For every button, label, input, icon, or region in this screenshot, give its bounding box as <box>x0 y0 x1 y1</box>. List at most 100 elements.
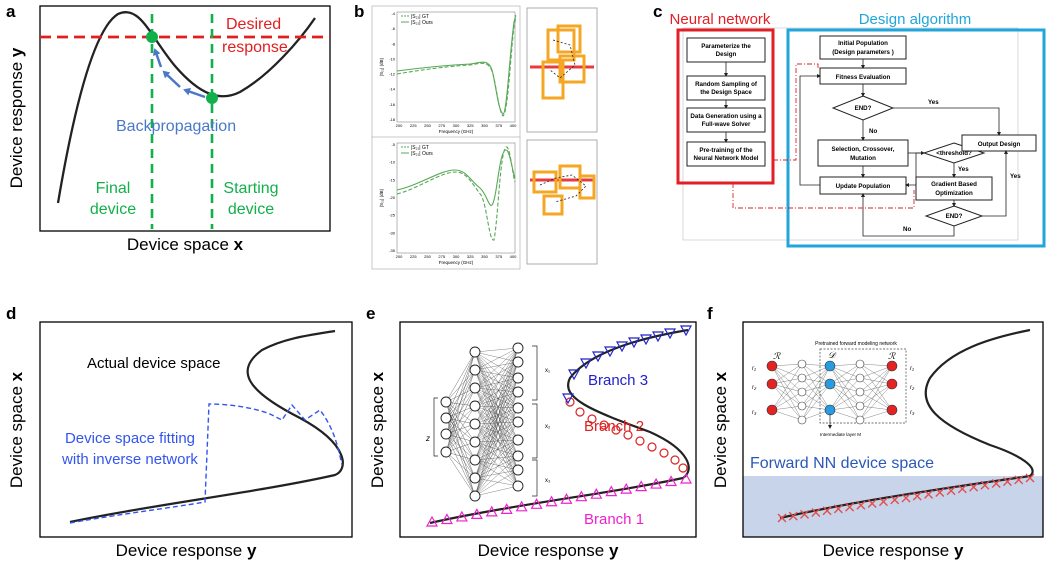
tick-label: 200 <box>396 254 403 259</box>
e-net-edge <box>445 351 476 419</box>
f-net-edge <box>801 363 831 385</box>
inverse-network-diagram: z x₁ x₂ x₃ <box>425 342 551 502</box>
tick-label: 300 <box>453 254 460 259</box>
e-net-edge <box>474 455 519 461</box>
branch1-marker <box>440 513 453 525</box>
arrow-end-output <box>893 107 1001 136</box>
e-net-node <box>440 396 452 408</box>
no-label-1: No <box>869 128 877 135</box>
tick-label: 250 <box>424 254 431 259</box>
e-net-edge <box>474 351 519 393</box>
e-net-edge <box>474 407 519 461</box>
tick-label: -5 <box>391 142 395 147</box>
yes-label-3: Yes <box>1010 173 1021 180</box>
e-net-node <box>440 446 452 458</box>
e-net-edge <box>474 347 519 371</box>
e-net-edge <box>445 451 476 497</box>
f-net-edge <box>859 363 893 367</box>
nn-step-box <box>686 141 766 167</box>
f-net-edge <box>801 365 831 421</box>
f-net-edge <box>829 363 861 385</box>
e-net-edge <box>474 405 519 457</box>
tick-label: 200 <box>396 123 403 128</box>
f-net-edge <box>859 365 893 393</box>
bottom-y-label: |S₂₁| (dB) <box>379 188 384 207</box>
panel-b-bottom-plot: |S₂₁| GT |S₂₁| Ours Frequency (GHz) |S₂₁… <box>371 136 521 270</box>
top-ours-curve <box>396 17 517 117</box>
e-net-node <box>440 412 452 424</box>
nn-step-text: Design <box>716 51 737 58</box>
e-net-edge <box>474 377 519 461</box>
e-net-node <box>512 342 524 354</box>
forward-cross-marker <box>946 486 956 496</box>
branch3-marker <box>663 328 677 340</box>
bottom-ours-curve <box>396 146 516 241</box>
e-net-node <box>512 416 524 428</box>
bottom-gt-curve <box>396 149 516 206</box>
e-net-edge <box>474 441 519 471</box>
threshold-label: <threshold? <box>936 150 972 157</box>
tick-label: 350 <box>481 254 488 259</box>
inverse-fit-curve <box>69 403 343 524</box>
e-net-edge <box>474 459 519 487</box>
final-label-1: Final <box>96 180 131 197</box>
e-net-node <box>469 346 481 358</box>
tick-label: 400 <box>510 123 517 128</box>
branch3-marker <box>561 393 575 405</box>
tick-label: 250 <box>424 123 431 128</box>
e-net-edge <box>474 369 519 409</box>
tick-label: 375 <box>495 254 502 259</box>
f-net-edge <box>859 363 893 385</box>
branch1-marker <box>485 505 498 517</box>
forward-nn-label: Forward NN device space <box>750 455 934 472</box>
e-net-edge <box>474 369 519 379</box>
update-label: Update Population <box>836 183 891 190</box>
bottom-y-ticks: -5 -10 -15 -20 -25 -30 -35 <box>389 142 396 253</box>
branch2-marker <box>575 407 585 417</box>
panel-c-letter: c <box>653 2 662 21</box>
f-net-edge <box>859 377 893 385</box>
branch3-marker <box>639 334 653 346</box>
e-net-edge <box>474 407 519 497</box>
panel-d-xlabel: Device response y <box>116 541 257 560</box>
response-curve <box>56 11 316 204</box>
nn-step-text: Full-wave Solver <box>702 121 751 128</box>
no-label-2: No <box>903 226 911 233</box>
e-net-node <box>469 490 481 502</box>
f-net-edge <box>859 383 893 393</box>
f-net-edge <box>829 365 861 393</box>
panel-b-letter: b <box>354 2 364 21</box>
f-net-edge <box>771 383 803 407</box>
f-net-edge <box>829 391 861 411</box>
e-net-edge <box>474 347 519 407</box>
nn-step-text: Pre-training of the <box>699 147 753 154</box>
nn-step-text: Neural Network Model <box>694 155 759 162</box>
tick-label: 350 <box>481 123 488 128</box>
tick-label: 300 <box>453 123 460 128</box>
f-net-node <box>855 415 865 425</box>
f-net-edge <box>859 365 893 379</box>
tick-label: 375 <box>495 123 502 128</box>
nn-step-text: Random Sampling of <box>695 81 758 88</box>
tick-label: -20 <box>389 195 396 200</box>
yes-label-2: Yes <box>958 166 969 173</box>
e-net-node <box>512 386 524 398</box>
geometry-bottom-res-3 <box>578 174 596 200</box>
geometry-inset-top <box>526 7 598 133</box>
selection-box <box>817 139 909 167</box>
e-net-edge <box>474 423 519 487</box>
response-label: response <box>222 39 288 56</box>
e-net-edge <box>474 405 519 423</box>
f-net-node <box>886 404 898 416</box>
top-legend-1: |S₂₁| GT <box>411 14 429 20</box>
nn-model-link-bottom <box>732 183 915 209</box>
f-in-label-3: r₃ <box>752 410 757 416</box>
f-net-node <box>766 404 778 416</box>
tick-label: -30 <box>389 230 396 235</box>
f-net-edge <box>829 363 861 411</box>
e-net-node <box>512 450 524 462</box>
branch3-marker <box>615 341 629 353</box>
tick-label: 325 <box>467 123 474 128</box>
